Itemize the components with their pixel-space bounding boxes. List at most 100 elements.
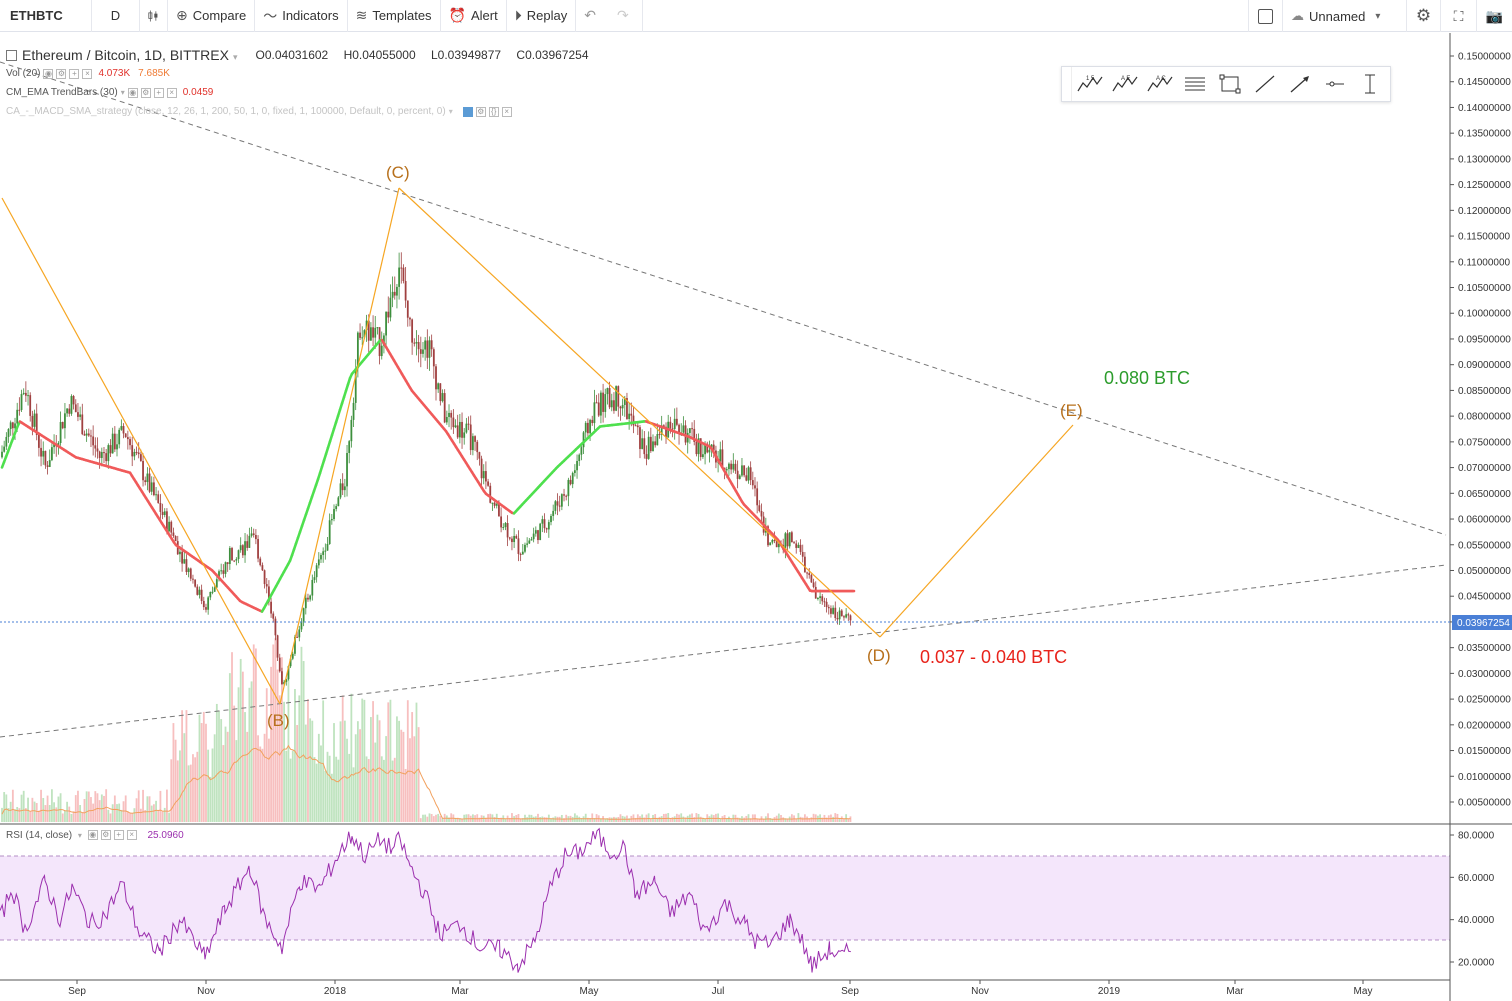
candle-body bbox=[317, 559, 320, 566]
close-icon[interactable]: × bbox=[126, 830, 137, 841]
eye-icon[interactable] bbox=[462, 106, 473, 117]
volume-bar bbox=[485, 817, 487, 822]
volume-bar bbox=[5, 794, 8, 822]
wave-label-c[interactable]: (C) bbox=[386, 163, 410, 182]
candle-body bbox=[563, 494, 565, 496]
eye-icon[interactable]: ◉ bbox=[127, 87, 138, 98]
volume-bar bbox=[467, 814, 470, 822]
drag-handle[interactable] bbox=[1062, 67, 1072, 101]
settings-icon[interactable]: ⚙ bbox=[140, 87, 151, 98]
candle-body bbox=[767, 526, 769, 546]
fullscreen-toggle[interactable] bbox=[1248, 0, 1282, 32]
volume-bar bbox=[9, 801, 12, 822]
replay-button[interactable]: ⏵ Replay bbox=[507, 0, 577, 32]
volume-bar bbox=[324, 770, 327, 822]
target-low-label[interactable]: 0.037 - 0.040 BTC bbox=[920, 647, 1068, 667]
settings-button[interactable]: ⚙ bbox=[1406, 0, 1440, 32]
interval-button[interactable]: D bbox=[92, 0, 140, 32]
candle-body bbox=[491, 502, 494, 504]
rectangle-tool-button[interactable] bbox=[1212, 67, 1247, 101]
volume-bar bbox=[159, 790, 162, 822]
series-title-row[interactable]: Ethereum / Bitcoin, 1D, BITTREX ▾ bbox=[6, 47, 238, 63]
volume-legend[interactable]: Vol (20) ◉ ⚙ + × 4.073K 7.685K bbox=[6, 64, 601, 83]
target-high-label[interactable]: 0.080 BTC bbox=[1104, 368, 1191, 388]
volume-bar bbox=[643, 817, 646, 822]
layout-menu-button[interactable]: ☁ Unnamed ▾ bbox=[1282, 0, 1406, 32]
eye-icon[interactable]: ◉ bbox=[43, 68, 54, 79]
candle-body bbox=[5, 436, 8, 447]
undo-button[interactable]: ↶ bbox=[576, 0, 609, 32]
rsi-legend[interactable]: RSI (14, close) ▾ ◉ ⚙ + × 25.0960 bbox=[6, 830, 184, 841]
snapshot-button[interactable]: 📷 bbox=[1476, 0, 1512, 32]
candle-body bbox=[231, 548, 233, 561]
more-icon[interactable]: + bbox=[113, 830, 124, 841]
volume-bar bbox=[589, 818, 591, 822]
templates-button[interactable]: ≋ Templates bbox=[348, 0, 441, 32]
candle-body bbox=[749, 467, 752, 481]
candle-body bbox=[153, 482, 155, 496]
indicators-button[interactable]: 〜 Indicators bbox=[255, 0, 348, 32]
close-icon[interactable]: × bbox=[501, 106, 512, 117]
volume-bar bbox=[320, 745, 322, 822]
eye-icon[interactable]: ◉ bbox=[87, 830, 98, 841]
elliott-correction-button[interactable]: A E bbox=[1107, 67, 1142, 101]
horizontal-ray-button[interactable] bbox=[1317, 67, 1352, 101]
candle-body bbox=[70, 396, 73, 414]
candle-body bbox=[224, 562, 227, 574]
settings-icon[interactable]: ⚙ bbox=[475, 106, 486, 117]
candle-body bbox=[348, 441, 351, 453]
wave-label-b[interactable]: (B) bbox=[267, 711, 290, 730]
strategy-legend[interactable]: CA_-_MACD_SMA_strategy (close, 12, 26, 1… bbox=[6, 102, 601, 121]
elliott-triangle-button[interactable]: A C bbox=[1142, 67, 1177, 101]
close-icon[interactable]: × bbox=[166, 87, 177, 98]
volume-bar bbox=[129, 813, 131, 822]
chevron-down-icon[interactable]: ▾ bbox=[448, 107, 453, 116]
settings-icon[interactable]: ⚙ bbox=[100, 830, 111, 841]
volume-bar bbox=[808, 818, 811, 822]
vertical-line-button[interactable] bbox=[1352, 67, 1387, 101]
wave-label-d[interactable]: (D) bbox=[867, 646, 891, 665]
candle-body bbox=[645, 454, 648, 459]
more-icon[interactable]: {} bbox=[488, 106, 499, 117]
arrow-tool-button[interactable] bbox=[1282, 67, 1317, 101]
candle-body bbox=[146, 473, 149, 483]
candle-body bbox=[463, 432, 466, 438]
fullscreen-button[interactable]: ⛶ bbox=[1440, 0, 1476, 32]
chart-type-button[interactable] bbox=[140, 0, 168, 32]
chevron-down-icon[interactable]: ▾ bbox=[120, 88, 125, 97]
ema-trendbars bbox=[0, 338, 856, 613]
wave-label-e[interactable]: (E) bbox=[1060, 401, 1083, 420]
settings-icon[interactable]: ⚙ bbox=[56, 68, 67, 79]
symbol-label: ETHBTC bbox=[10, 8, 63, 23]
redo-button[interactable]: ↷ bbox=[609, 0, 643, 32]
trend-line-button[interactable] bbox=[1247, 67, 1282, 101]
candle-body bbox=[222, 570, 225, 574]
compare-button[interactable]: ⊕ Compare bbox=[168, 0, 256, 32]
elliott-impulse-button[interactable]: 1 5 bbox=[1072, 67, 1107, 101]
price-axis[interactable]: 0.15000000 0.14500000 0.14000000 0.13500000… bbox=[1450, 52, 1511, 809]
more-icon[interactable]: + bbox=[69, 68, 80, 79]
candle-body bbox=[220, 570, 223, 572]
close-icon[interactable]: × bbox=[82, 68, 93, 79]
candle-body bbox=[760, 510, 763, 517]
replay-icon: ⏵ bbox=[514, 7, 522, 23]
rsi-value: 25.0960 bbox=[147, 830, 184, 841]
alert-button[interactable]: ⏰ Alert bbox=[441, 0, 507, 32]
candle-body bbox=[98, 451, 101, 458]
chevron-down-icon[interactable]: ▾ bbox=[77, 831, 82, 840]
volume-bar bbox=[367, 759, 370, 822]
more-icon[interactable]: + bbox=[153, 87, 164, 98]
candle-body bbox=[129, 439, 131, 446]
collapse-icon[interactable] bbox=[6, 49, 17, 61]
candle-body bbox=[517, 538, 520, 554]
ema-legend[interactable]: CM_EMA TrendBars (30) ▾ ◉ ⚙ + × 0.0459 bbox=[6, 83, 601, 102]
fib-levels-button[interactable] bbox=[1177, 67, 1212, 101]
chevron-down-icon[interactable]: ▾ bbox=[232, 51, 238, 62]
symbol-search-button[interactable]: ETHBTC bbox=[0, 0, 92, 32]
time-tick-label: May bbox=[1354, 986, 1373, 997]
volume-bar bbox=[192, 754, 194, 822]
time-axis[interactable]: Sep Nov 2018 Mar May Jul Sep Nov 2019 Mar May bbox=[68, 980, 1372, 997]
candle-body bbox=[558, 505, 561, 507]
volume-bar bbox=[682, 816, 685, 822]
